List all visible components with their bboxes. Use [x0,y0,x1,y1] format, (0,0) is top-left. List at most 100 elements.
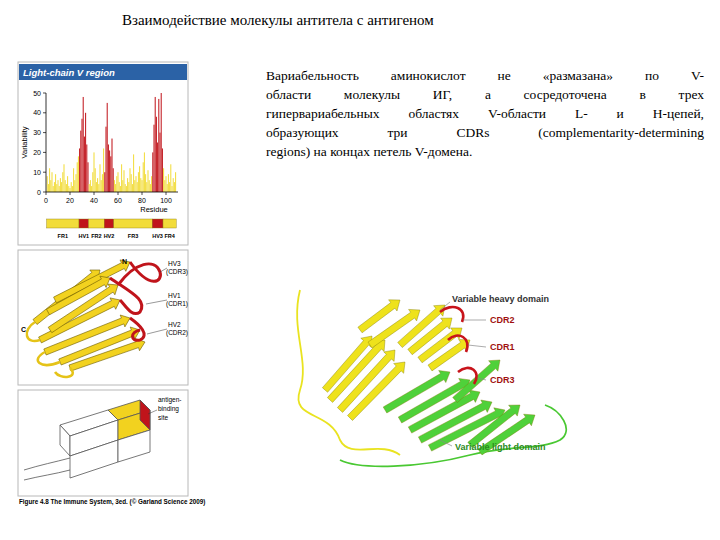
x-tick [46,192,47,195]
bar [119,182,120,192]
bar [104,172,105,192]
bar [102,174,103,192]
bar [99,164,100,192]
caption: Figure 4.8 The Immune System, 3ed. (© Ga… [19,498,205,506]
bar [65,180,66,192]
bar [156,117,157,192]
x-tick-label: 60 [114,197,122,204]
leader [463,320,486,321]
x-tick-label: 0 [44,197,48,204]
y-tick [43,112,46,113]
bar [143,162,144,192]
bar [80,131,81,192]
bar [140,178,141,192]
binding-end [140,400,150,430]
hv-label: HV1 [168,292,181,299]
cdr-label: CDR3 [490,375,515,385]
bar [163,168,164,192]
bar [116,176,117,192]
x-tick [118,192,119,195]
region [79,219,89,228]
bar [86,144,87,192]
cdr-label: CDR2 [490,315,515,325]
bar [134,180,135,192]
y-tick [43,93,46,94]
bar [84,137,85,192]
bar [56,184,57,192]
bar [103,148,104,192]
y-tick-label: 30 [33,129,41,136]
bar [74,180,75,192]
x-tick [166,192,167,195]
x-axis [46,192,178,193]
bar [66,184,67,192]
loop [27,322,73,377]
bar [137,182,138,192]
y-tick [43,172,46,173]
bar [146,182,147,192]
bar [126,186,127,192]
bar [153,125,154,192]
y-label: Variability [20,126,29,158]
light-strand [383,371,450,414]
bar [150,184,151,192]
bar [151,176,152,192]
leader [440,302,450,310]
bar [133,154,134,192]
bar [108,144,109,192]
bar [159,133,160,192]
region [163,219,176,228]
region [47,219,79,228]
bar [128,182,129,192]
bar [96,182,97,192]
hv-label: HV2 [168,321,181,328]
bar [170,164,171,192]
bar [77,162,78,192]
cdr-loop [118,262,160,285]
cdr-loop [440,307,463,322]
bar [63,164,64,192]
text-line: Вариабельность аминокислот не «размазана… [266,66,704,85]
y-tick-label: 20 [33,149,41,156]
domain-low-right [118,430,150,462]
bar [149,180,150,192]
bar [169,182,170,192]
leader [468,345,486,347]
bar [49,168,50,192]
leader [440,440,452,446]
coil [297,290,400,455]
bar [55,174,56,192]
ribbon-panel [18,250,188,385]
n-terminus: N [122,258,127,265]
cdr-loop [130,318,144,340]
region-label: FR4 [164,233,175,239]
region-label: HV3 [152,233,163,239]
bar [162,148,163,192]
leader [146,300,167,304]
cdr-label: (CDR1) [166,300,188,308]
paragraph: Вариабельность аминокислот не «размазана… [266,66,704,161]
bar [139,166,140,192]
bar [155,97,156,192]
bar [71,182,72,192]
bar [51,172,52,192]
bar [147,170,148,192]
y-tick-label: 10 [33,169,41,176]
heavy-strand [322,336,372,392]
bar [59,186,60,192]
bar [127,178,128,192]
bar [79,148,80,192]
bar [57,180,58,192]
beta-strand [47,276,111,315]
bar [161,93,162,192]
region-label: HV1 [78,233,89,239]
c-terminus: C [21,326,26,333]
bar [138,172,139,192]
region-label: FR3 [128,233,138,239]
heavy-strand [428,339,470,371]
bar [97,178,98,192]
x-tick [70,192,71,195]
region [104,219,114,228]
heavy-label: Variable heavy domain [452,294,549,304]
text-line: гипервариабельных областях V-области L- … [266,104,704,123]
